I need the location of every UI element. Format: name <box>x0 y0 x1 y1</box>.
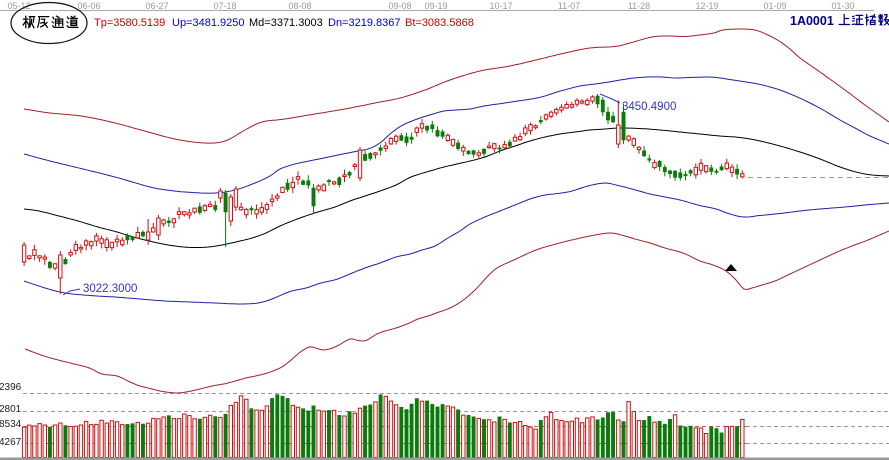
svg-text:07-18: 07-18 <box>213 1 236 11</box>
svg-text:2396: 2396 <box>0 382 22 393</box>
svg-text:05-12: 05-12 <box>7 1 30 11</box>
svg-text:Dn=3219.8367: Dn=3219.8367 <box>328 17 400 29</box>
svg-text:11-28: 11-28 <box>628 1 650 11</box>
svg-text:1A0001: 1A0001 <box>790 14 834 28</box>
svg-text:2801: 2801 <box>0 404 22 415</box>
svg-text:06-06: 06-06 <box>77 1 100 11</box>
svg-text:08-08: 08-08 <box>288 1 311 11</box>
svg-text:Md=3371.3003: Md=3371.3003 <box>249 17 323 29</box>
svg-text:4267: 4267 <box>0 437 22 448</box>
svg-text:Up=3481.9250: Up=3481.9250 <box>172 17 244 29</box>
svg-text:8534: 8534 <box>0 419 22 430</box>
svg-text:Bt=3083.5868: Bt=3083.5868 <box>405 17 474 29</box>
svg-text:01-30: 01-30 <box>831 1 854 11</box>
svg-text:12-19: 12-19 <box>695 1 718 11</box>
svg-text:09-19: 09-19 <box>424 1 447 11</box>
svg-text:09-08: 09-08 <box>388 1 411 11</box>
svg-text:11-07: 11-07 <box>558 1 580 11</box>
svg-text:01-09: 01-09 <box>763 1 786 11</box>
svg-text:3022.3000: 3022.3000 <box>83 283 137 295</box>
svg-text:3450.4900: 3450.4900 <box>622 101 676 113</box>
svg-text:Tp=3580.5139: Tp=3580.5139 <box>94 17 165 29</box>
svg-text:10-17: 10-17 <box>489 1 512 11</box>
svg-text:06-27: 06-27 <box>145 1 168 11</box>
